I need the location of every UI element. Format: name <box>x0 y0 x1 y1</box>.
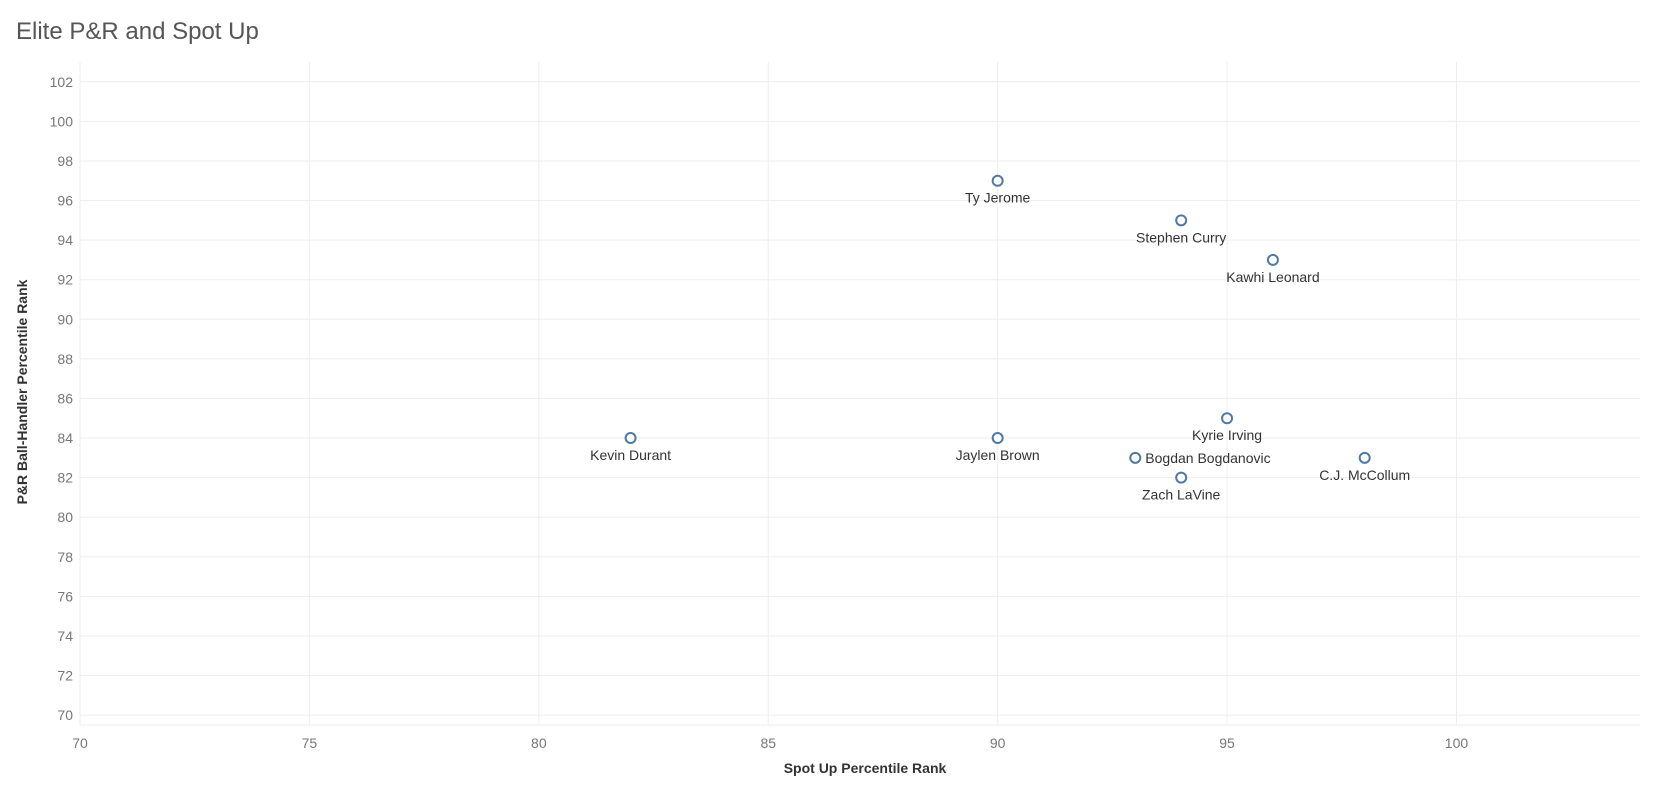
x-tick-label: 85 <box>760 735 776 751</box>
x-tick-label: 95 <box>1219 735 1235 751</box>
data-point[interactable] <box>991 432 1004 445</box>
point-label: Kawhi Leonard <box>1226 269 1319 285</box>
data-point[interactable] <box>1175 471 1188 484</box>
point-label: Jaylen Brown <box>956 447 1040 463</box>
x-tick-label: 90 <box>990 735 1006 751</box>
y-tick-label: 102 <box>50 74 74 90</box>
y-tick-label: 96 <box>57 193 73 209</box>
y-tick-label: 72 <box>57 668 73 684</box>
point-label: Bogdan Bogdanovic <box>1145 450 1270 466</box>
y-tick-label: 86 <box>57 390 73 406</box>
y-tick-label: 94 <box>57 232 73 248</box>
point-label: Ty Jerome <box>965 190 1031 206</box>
y-axis-ticks: 70 72 74 76 78 80 82 84 86 88 90 92 94 96 98 100 102 <box>50 74 74 723</box>
y-tick-label: 88 <box>57 351 73 367</box>
y-tick-label: 100 <box>50 113 74 129</box>
point-label: Zach LaVine <box>1142 487 1221 503</box>
point-label: Kevin Durant <box>590 447 671 463</box>
x-tick-label: 80 <box>531 735 547 751</box>
data-point[interactable] <box>1129 451 1142 464</box>
y-tick-label: 80 <box>57 509 73 525</box>
point-label: Stephen Curry <box>1136 229 1226 245</box>
data-point[interactable] <box>624 432 637 445</box>
data-points <box>624 174 1371 484</box>
x-tick-label: 100 <box>1445 735 1469 751</box>
data-point[interactable] <box>991 174 1004 187</box>
y-axis-title: P&R Ball-Handler Percentile Rank <box>14 279 30 504</box>
x-axis-title: Spot Up Percentile Rank <box>784 760 947 776</box>
y-tick-label: 92 <box>57 272 73 288</box>
point-label: Kyrie Irving <box>1192 427 1262 443</box>
x-tick-label: 75 <box>302 735 318 751</box>
data-point[interactable] <box>1221 412 1234 425</box>
data-point[interactable] <box>1266 253 1279 266</box>
point-label: C.J. McCollum <box>1319 467 1410 483</box>
y-tick-label: 74 <box>57 628 73 644</box>
y-tick-label: 98 <box>57 153 73 169</box>
y-tick-label: 90 <box>57 311 73 327</box>
y-tick-label: 70 <box>57 707 73 723</box>
grid <box>79 62 1640 726</box>
data-point[interactable] <box>1175 214 1188 227</box>
y-tick-label: 82 <box>57 470 73 486</box>
y-tick-label: 78 <box>57 549 73 565</box>
point-labels: Ty Jerome Stephen Curry Kawhi Leonard Kyrie… <box>590 190 1410 503</box>
chart-title: Elite P&R and Spot Up <box>16 18 259 45</box>
x-axis-ticks: 70 75 80 85 90 95 100 <box>72 735 1468 751</box>
y-tick-label: 76 <box>57 588 73 604</box>
x-tick-label: 70 <box>72 735 88 751</box>
data-point[interactable] <box>1358 451 1371 464</box>
y-tick-label: 84 <box>57 430 73 446</box>
